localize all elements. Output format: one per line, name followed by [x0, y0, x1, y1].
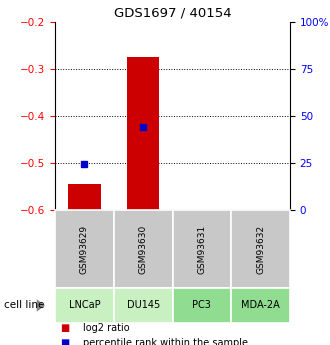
Text: GSM93631: GSM93631 [197, 224, 206, 274]
Text: ■: ■ [60, 338, 69, 345]
Text: ■: ■ [60, 323, 69, 333]
Text: LNCaP: LNCaP [69, 300, 100, 310]
Text: log2 ratio: log2 ratio [83, 323, 130, 333]
Text: DU145: DU145 [126, 300, 160, 310]
Text: percentile rank within the sample: percentile rank within the sample [83, 338, 248, 345]
Text: cell line: cell line [4, 300, 44, 310]
Bar [68, 184, 101, 210]
Text: MDA-2A: MDA-2A [241, 300, 280, 310]
Text: GSM93630: GSM93630 [139, 224, 148, 274]
Text: GSM93632: GSM93632 [256, 225, 265, 274]
Bar [127, 57, 159, 210]
Title: GDS1697 / 40154: GDS1697 / 40154 [114, 7, 231, 19]
Text: PC3: PC3 [192, 300, 211, 310]
Text: GSM93629: GSM93629 [80, 225, 89, 274]
